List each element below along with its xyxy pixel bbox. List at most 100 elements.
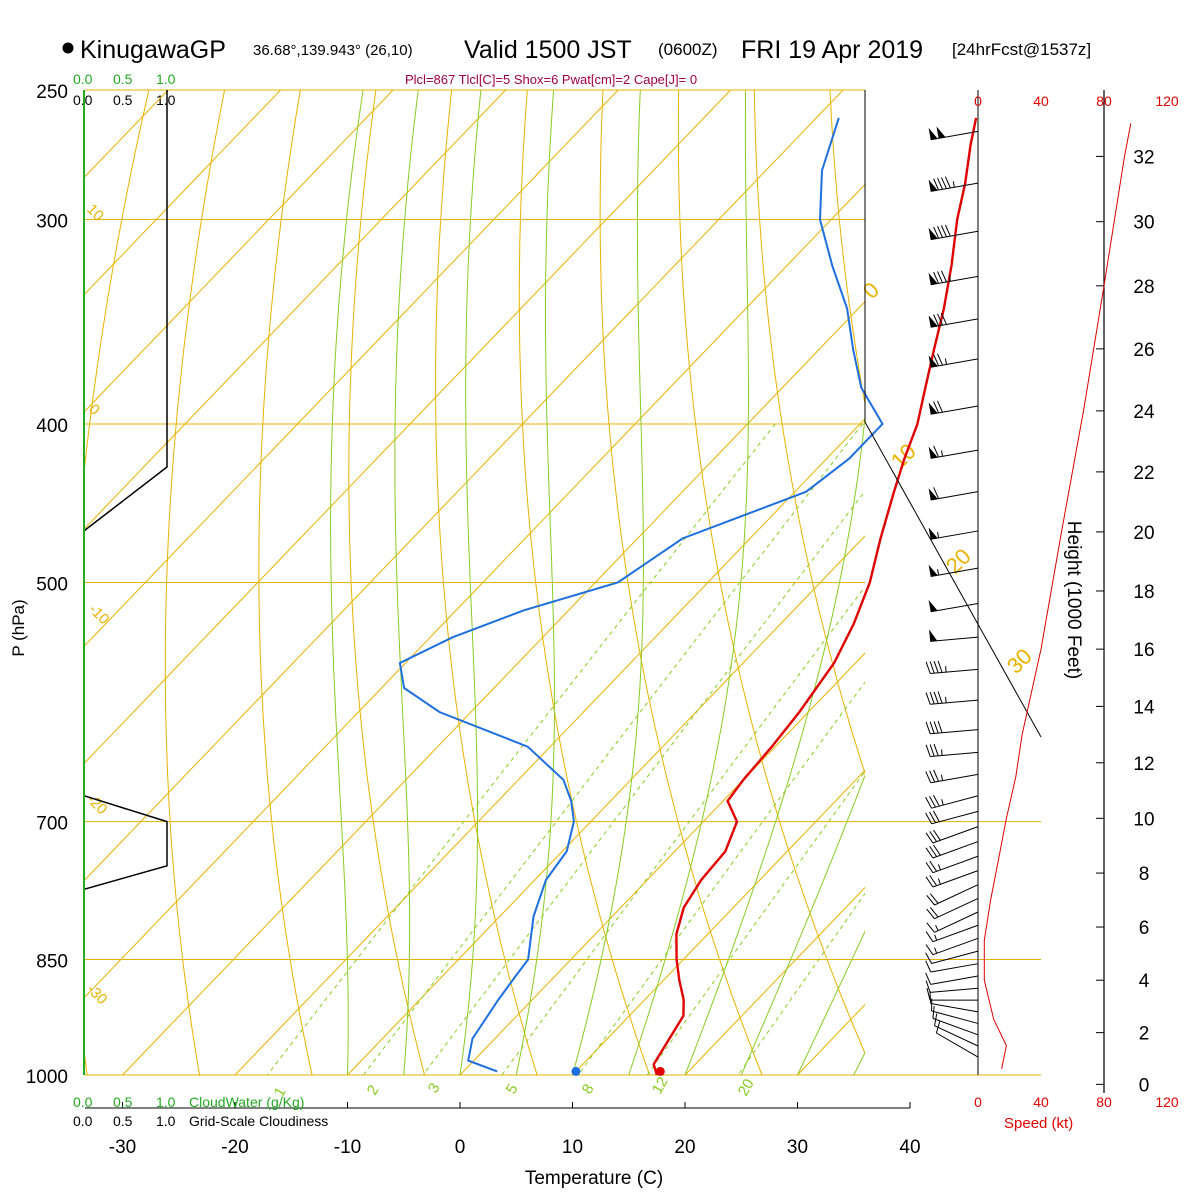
- pressure-tick-label: 850: [36, 952, 68, 973]
- x-tick-label: 20: [674, 1137, 695, 1158]
- wind-barb-half-feather: [937, 569, 940, 576]
- mixing-ratio-line: [422, 490, 865, 1075]
- pressure-tick-label: 300: [36, 212, 68, 233]
- wind-barbs: [925, 126, 979, 1058]
- wind-barb-pennant: [928, 127, 938, 140]
- wind-barb-feather: [929, 744, 935, 757]
- cloudwater-tick-label: 0.5: [113, 71, 133, 87]
- height-tick-label: 14: [1133, 697, 1155, 718]
- wind-barb: [928, 312, 979, 328]
- temperature-axis: -30 -20 -10 0 10 20 30 40: [109, 1102, 921, 1158]
- dewpoint-trace: [398, 117, 884, 1076]
- height-tick-label: 16: [1133, 640, 1154, 661]
- wind-barb-feather: [933, 829, 941, 841]
- height-tick-label: 18: [1133, 582, 1154, 603]
- wind-barb-staff: [930, 491, 979, 501]
- wind-barb: [928, 270, 979, 286]
- wind-barb-feather: [925, 952, 933, 964]
- zulu-time: (0600Z): [658, 40, 718, 59]
- moist-adiabat-line: [628, 90, 749, 1075]
- pressure-tick-label: 1000: [26, 1067, 68, 1088]
- wind-barb-pennant: [928, 227, 938, 240]
- cloudiness-tick-label: 0.5: [113, 92, 133, 108]
- wind-barb-feather: [937, 400, 943, 413]
- wind-barb-feather: [929, 991, 932, 1004]
- wind-barb-feather: [925, 980, 931, 993]
- wind-barb-feather: [937, 225, 943, 238]
- dry-adiabat-line: [981, 90, 1200, 1075]
- isotherm-line: [85, 90, 506, 529]
- dry-adiabat-line: [829, 90, 865, 407]
- cloudiness-tick-label: 1.0: [156, 92, 176, 108]
- x-tick-label: -30: [109, 1137, 136, 1158]
- wind-barb-feather: [929, 860, 938, 872]
- wind-barb-feather: [925, 812, 933, 825]
- moist-adiabat-line: [330, 90, 364, 1075]
- wind-barb: [928, 445, 979, 459]
- isotherm-line: [85, 90, 394, 412]
- wind-barb-feather: [933, 691, 939, 704]
- wind-barb-half-feather: [937, 531, 940, 538]
- wind-barb-feather: [925, 876, 934, 888]
- wind-barb: [925, 720, 979, 735]
- wind-barb: [925, 795, 979, 809]
- cloudwater-tick-label: 0.5: [113, 1094, 133, 1110]
- wind-barb-feather: [925, 862, 934, 873]
- wind-barb: [925, 980, 979, 993]
- wind-barb: [926, 884, 979, 906]
- wind-barb-staff: [930, 318, 979, 328]
- wind-barb: [925, 855, 979, 874]
- wind-barb-pennant: [928, 402, 938, 415]
- dry-adiabat-line: [164, 90, 226, 1075]
- isotherm-line: [85, 90, 619, 647]
- wind-barb-feather: [933, 660, 939, 673]
- cloudiness-axis-bottom: 0.0 0.5 1.0 Grid-Scale Cloudiness: [73, 1113, 328, 1129]
- wind-barb: [926, 987, 979, 1001]
- wind-barb: [925, 937, 979, 956]
- wind-barb-feather: [925, 692, 931, 705]
- wind-barb-half-feather: [948, 275, 951, 282]
- wind-barb-feather: [929, 831, 938, 842]
- dry-adiabat-line: [348, 90, 426, 1075]
- x-tick-label: 30: [787, 1137, 808, 1158]
- isotherm-lines: [85, 90, 865, 1075]
- isotherm-line: [234, 418, 865, 1075]
- wind-barb: [926, 911, 979, 933]
- wind-barb-pennant: [928, 488, 938, 500]
- mixing-ratio-line: [363, 423, 863, 1075]
- wind-barb-staff: [930, 963, 979, 973]
- wind-barb-staff: [932, 924, 979, 943]
- wind-barb-feather: [933, 445, 940, 458]
- height-tick-label: 26: [1133, 340, 1154, 361]
- wind-barb: [925, 691, 979, 705]
- cloudiness-axis-top: 0.0 0.5 1.0: [73, 92, 176, 108]
- cloudiness-tick-label: 1.0: [156, 1113, 176, 1129]
- wind-barb-feather: [925, 972, 932, 985]
- moist-adiabat-line: [684, 412, 865, 1075]
- wind-barb-staff: [931, 795, 979, 809]
- height-tick-label: 22: [1133, 463, 1154, 484]
- wind-barb-pennant: [928, 446, 938, 459]
- wind-barb-feather: [937, 691, 943, 704]
- moist-adiabat-lines: [330, 90, 865, 1075]
- mixing-ratio-line: [577, 681, 865, 1075]
- cloudwater-tick-label: 0.0: [73, 71, 93, 87]
- valid-time: Valid 1500 JST: [464, 36, 632, 64]
- wind-barb-staff: [932, 855, 979, 874]
- wind-barb-feather: [937, 660, 943, 673]
- wind-barb-feather: [944, 176, 951, 189]
- wind-speed-line: [983, 123, 1132, 1070]
- dry-adiabat-line: [599, 90, 763, 1075]
- wind-barb-feather: [925, 744, 931, 757]
- wind-barb-feather: [929, 811, 936, 823]
- wind-barb-feather: [933, 769, 940, 782]
- wind-barb-half-feather: [944, 358, 947, 365]
- mixing-ratio-label: 3: [425, 1080, 444, 1096]
- wind-barb-feather: [929, 893, 939, 904]
- indices-line: Plcl=867 Tlcl[C]=5 Shox=6 Pwat[cm]=2 Cap…: [405, 72, 697, 87]
- wind-barb: [929, 629, 979, 642]
- pressure-tick-label: 400: [36, 416, 68, 437]
- wind-barb-half-feather: [941, 774, 943, 781]
